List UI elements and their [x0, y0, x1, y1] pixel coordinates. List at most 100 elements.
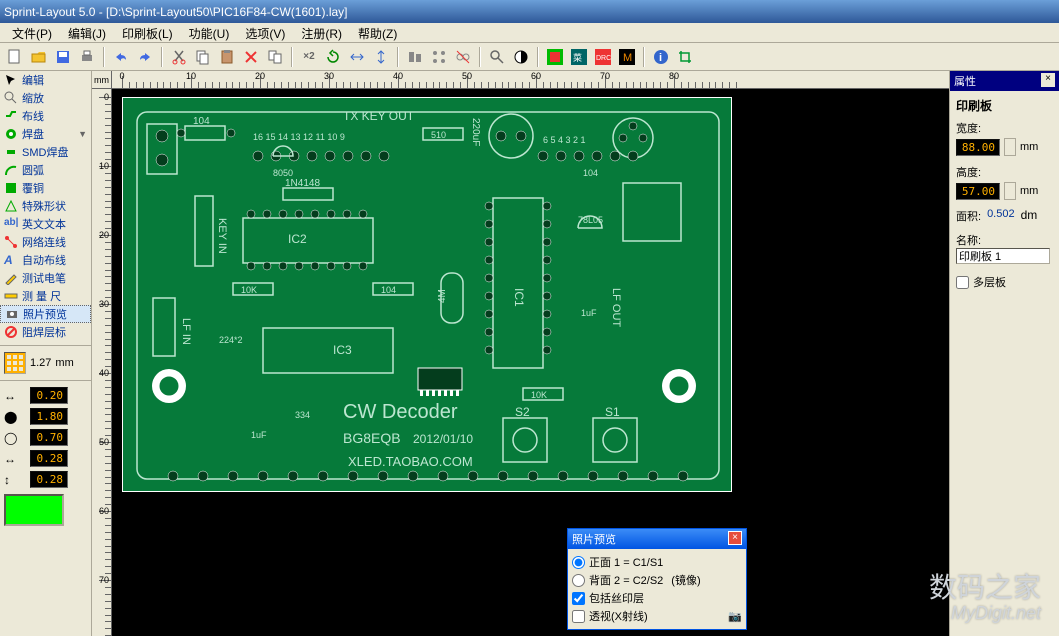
- menu-board[interactable]: 印刷板(L): [114, 23, 181, 42]
- svg-text:CW Decoder: CW Decoder: [343, 401, 458, 423]
- menu-help[interactable]: 帮助(Z): [350, 23, 405, 42]
- align-button[interactable]: [404, 46, 426, 68]
- tool-netline[interactable]: 网络连线: [0, 233, 91, 251]
- svg-text:6 5 4 3 2 1: 6 5 4 3 2 1: [543, 135, 586, 145]
- menu-func[interactable]: 功能(U): [181, 23, 238, 42]
- window-titlebar: Sprint-Layout 5.0 - [D:\Sprint-Layout50\…: [0, 0, 1059, 23]
- macro-button[interactable]: M: [616, 46, 638, 68]
- smd-w[interactable]: ↔0.28: [0, 448, 91, 469]
- grid-icon: [4, 352, 26, 374]
- pad-inner[interactable]: ◯0.70: [0, 427, 91, 448]
- svg-text:1uF: 1uF: [251, 430, 267, 440]
- tool-ruler[interactable]: 测 量 尺: [0, 287, 91, 305]
- svg-text:IC2: IC2: [288, 232, 307, 246]
- svg-text:LF OUT: LF OUT: [610, 288, 622, 327]
- svg-text:78L05: 78L05: [578, 215, 603, 225]
- menu-reg[interactable]: 注册(R): [293, 23, 350, 42]
- svg-text:334: 334: [295, 410, 310, 420]
- height-spinner[interactable]: [1004, 182, 1016, 200]
- track-width[interactable]: ↔0.20: [0, 385, 91, 406]
- svg-text:224*2: 224*2: [219, 335, 243, 345]
- cut-button[interactable]: [168, 46, 190, 68]
- color-swatch[interactable]: [4, 494, 64, 526]
- tool-edit[interactable]: 编辑: [0, 71, 91, 89]
- open-button[interactable]: [28, 46, 50, 68]
- redo-button[interactable]: [134, 46, 156, 68]
- tool-photo[interactable]: 照片预览: [0, 305, 91, 323]
- layer2-button[interactable]: 菜: [568, 46, 590, 68]
- width-label: 宽度:: [956, 120, 1053, 136]
- area-label: 面积:: [956, 208, 981, 224]
- copy-button[interactable]: [192, 46, 214, 68]
- snap-button[interactable]: [428, 46, 450, 68]
- new-button[interactable]: [4, 46, 26, 68]
- popup-close-button[interactable]: ×: [728, 531, 742, 545]
- layer1-button[interactable]: [544, 46, 566, 68]
- tool-shape[interactable]: 特殊形状: [0, 197, 91, 215]
- height-value[interactable]: 57.00: [956, 183, 1000, 200]
- save-button[interactable]: [52, 46, 74, 68]
- zoom-button[interactable]: [486, 46, 508, 68]
- main-toolbar: ×2 菜 DRC M i: [0, 43, 1059, 71]
- board-name-input[interactable]: [956, 248, 1050, 264]
- remove-link-button[interactable]: [452, 46, 474, 68]
- front-radio[interactable]: [572, 556, 585, 569]
- undo-button[interactable]: [110, 46, 132, 68]
- multilayer-checkbox[interactable]: [956, 276, 969, 289]
- svg-text:104: 104: [381, 285, 396, 295]
- width-value[interactable]: 88.00: [956, 139, 1000, 156]
- mirror-h-button[interactable]: [346, 46, 368, 68]
- menu-file[interactable]: 文件(P): [4, 23, 60, 42]
- svg-text:1N4148: 1N4148: [285, 178, 320, 189]
- menu-opts[interactable]: 选项(V): [237, 23, 293, 42]
- contrast-button[interactable]: [510, 46, 532, 68]
- area-value: 0.502: [987, 208, 1015, 224]
- delete-button[interactable]: [240, 46, 262, 68]
- menubar: 文件(P) 编辑(J) 印刷板(L) 功能(U) 选项(V) 注册(R) 帮助(…: [0, 23, 1059, 43]
- x2-button[interactable]: ×2: [298, 46, 320, 68]
- properties-panel: 属性 × 印刷板 宽度: 88.00mm 高度: 57.00mm 面积: 0.5…: [949, 71, 1059, 636]
- silk-checkbox[interactable]: [572, 592, 585, 605]
- crop-button[interactable]: [674, 46, 696, 68]
- menu-edit[interactable]: 编辑(J): [60, 23, 114, 42]
- tool-testpen[interactable]: 测试电笔: [0, 269, 91, 287]
- width-spinner[interactable]: [1004, 138, 1016, 156]
- ruler-unit: mm: [92, 71, 112, 89]
- duplicate-button[interactable]: [264, 46, 286, 68]
- svg-text:TX KEY OUT: TX KEY OUT: [343, 109, 415, 123]
- svg-text:S2: S2: [515, 405, 530, 419]
- info-button[interactable]: i: [650, 46, 672, 68]
- tool-autoroute[interactable]: A自动布线: [0, 251, 91, 269]
- tool-mask[interactable]: 阻焊层标: [0, 323, 91, 341]
- paste-button[interactable]: [216, 46, 238, 68]
- tool-zoom[interactable]: 缩放: [0, 89, 91, 107]
- pcb-board: 104 220uF TX KEY OUT 16 15 14 13 12 11 1…: [122, 97, 732, 492]
- print-button[interactable]: [76, 46, 98, 68]
- tool-route[interactable]: 布线: [0, 107, 91, 125]
- workspace[interactable]: 104 220uF TX KEY OUT 16 15 14 13 12 11 1…: [112, 89, 949, 636]
- svg-text:220uF: 220uF: [470, 118, 481, 146]
- drc-button[interactable]: DRC: [592, 46, 614, 68]
- back-radio[interactable]: [572, 574, 585, 587]
- ruler-vertical: 010203040506070: [92, 89, 112, 636]
- height-label: 高度:: [956, 164, 1053, 180]
- tool-smd[interactable]: SMD焊盘: [0, 143, 91, 161]
- tool-text[interactable]: ab|英文文本: [0, 215, 91, 233]
- camera-icon: 📷: [728, 610, 742, 623]
- close-properties-button[interactable]: ×: [1041, 73, 1055, 87]
- rotate-button[interactable]: [322, 46, 344, 68]
- mirror-v-button[interactable]: [370, 46, 392, 68]
- tools-panel: 编辑 缩放 布线 焊盘▼ SMD焊盘 圆弧 覆铜 特殊形状 ab|英文文本 网络…: [0, 71, 92, 636]
- tool-pad[interactable]: 焊盘▼: [0, 125, 91, 143]
- xray-checkbox[interactable]: [572, 610, 585, 623]
- smd-h[interactable]: ↕0.28: [0, 469, 91, 490]
- svg-text:LF IN: LF IN: [180, 318, 192, 345]
- grid-setting[interactable]: 1.27 mm: [0, 350, 91, 376]
- pad-outer[interactable]: ⬤1.80: [0, 406, 91, 427]
- window-title: Sprint-Layout 5.0 - [D:\Sprint-Layout50\…: [4, 5, 348, 19]
- tool-arc[interactable]: 圆弧: [0, 161, 91, 179]
- svg-text:104: 104: [193, 116, 210, 127]
- tool-fill[interactable]: 覆铜: [0, 179, 91, 197]
- svg-text:IC3: IC3: [333, 343, 352, 357]
- svg-text:DRC: DRC: [596, 55, 611, 62]
